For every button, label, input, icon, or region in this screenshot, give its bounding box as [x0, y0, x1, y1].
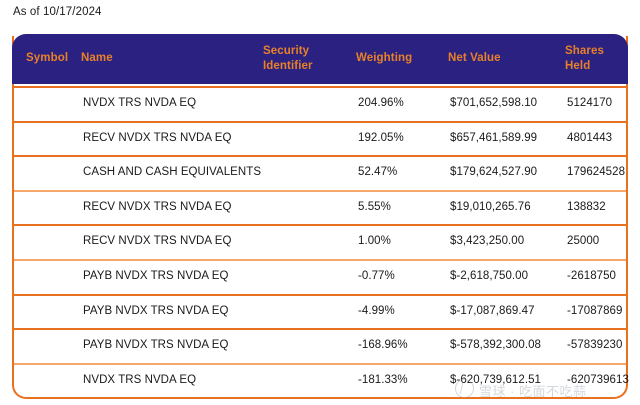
cell-weighting: -168.96%: [358, 339, 408, 352]
table-body: NVDX TRS NVDA EQ 204.96% $701,652,598.10 51…: [14, 86, 629, 398]
row-divider: [14, 258, 626, 261]
cell-net-value: $-620,739,612.51: [450, 373, 541, 386]
cell-shares-held: 5124170: [567, 97, 613, 109]
cell-name: NVDX TRS NVDA EQ: [83, 97, 197, 109]
cell-net-value: $657,461,589.99: [450, 131, 538, 144]
row-divider: [14, 293, 626, 296]
row-divider: [14, 155, 626, 158]
table-row: RECV NVDX TRS NVDA EQ 5.55% $19,010,265.76…: [14, 189, 626, 225]
cell-weighting: -181.33%: [358, 373, 408, 386]
cell-shares-held: -57839230: [567, 339, 623, 352]
cell-net-value: $-17,087,869.47: [450, 304, 535, 317]
row-divider: [14, 362, 626, 365]
cell-name: CASH AND CASH EQUIVALENTS: [83, 166, 262, 179]
cell-name: PAYB NVDX TRS NVDA EQ: [83, 339, 229, 352]
row-divider: [14, 120, 626, 123]
cell-weighting: 5.55%: [358, 200, 391, 213]
row-divider: [14, 224, 626, 227]
column-header-net-value: Net Value: [448, 52, 501, 64]
cell-net-value: $179,624,527.90: [450, 166, 538, 179]
column-header-shares-held: Shares Held: [565, 44, 625, 74]
cell-weighting: 1.00%: [358, 235, 391, 248]
column-header-symbol: Symbol: [26, 52, 69, 64]
row-divider: [14, 328, 626, 331]
column-header-security-identifier-line2: Identifier: [263, 60, 313, 72]
cell-net-value: $3,423,250.00: [450, 235, 525, 248]
cell-name: RECV NVDX TRS NVDA EQ: [83, 131, 232, 144]
table-row: NVDX TRS NVDA EQ 204.96% $701,652,598.10 51…: [14, 86, 626, 121]
holdings-table: Symbol Name Security Identifier Weightin…: [12, 34, 629, 399]
cell-name: RECV NVDX TRS NVDA EQ: [83, 235, 232, 248]
table-row: RECV NVDX TRS NVDA EQ 192.05% $657,461,589…: [14, 120, 626, 156]
cell-name: NVDX TRS NVDA EQ: [83, 373, 197, 386]
column-header-security-identifier: Security Identifier: [263, 44, 335, 74]
cell-net-value: $701,652,598.10: [450, 97, 538, 109]
cell-weighting: 192.05%: [358, 131, 404, 144]
column-header-shares-held-line1: Shares: [565, 45, 604, 57]
table-row: PAYB NVDX TRS NVDA EQ -0.77% $-2,618,750.0…: [14, 258, 626, 294]
cell-weighting: -4.99%: [358, 304, 395, 317]
table-row: CASH AND CASH EQUIVALENTS 52.47% $179,624,…: [14, 155, 626, 190]
cell-name: PAYB NVDX TRS NVDA EQ: [83, 269, 229, 282]
cell-net-value: $-2,618,750.00: [450, 269, 529, 282]
column-header-weighting: Weighting: [356, 52, 413, 64]
cell-weighting: 52.47%: [358, 166, 398, 179]
table-row: PAYB NVDX TRS NVDA EQ -4.99% $-17,087,869.…: [14, 293, 626, 329]
column-header-name: Name: [81, 52, 113, 64]
table-row: PAYB NVDX TRS NVDA EQ -168.96% $-578,392,3…: [14, 328, 626, 363]
column-header-security-identifier-line1: Security: [263, 45, 310, 57]
as-of-date-label: As of 10/17/2024: [13, 6, 102, 18]
cell-shares-held: 138832: [567, 200, 606, 213]
table-row: RECV NVDX TRS NVDA EQ 1.00% $3,423,250.00 2…: [14, 224, 626, 259]
cell-shares-held: -17087869: [567, 304, 623, 317]
cell-shares-held: 179624528: [567, 166, 626, 179]
cell-shares-held: -2618750: [567, 269, 616, 282]
row-divider: [14, 189, 626, 192]
cell-weighting: 204.96%: [358, 97, 404, 109]
cell-shares-held: -620739613: [567, 373, 629, 386]
cell-shares-held: 4801443: [567, 131, 613, 144]
table-row: NVDX TRS NVDA EQ -181.33% $-620,739,612.51…: [14, 362, 629, 398]
cell-net-value: $-578,392,300.08: [450, 339, 541, 352]
cell-weighting: -0.77%: [358, 269, 395, 282]
cell-net-value: $19,010,265.76: [450, 200, 531, 213]
cell-name: RECV NVDX TRS NVDA EQ: [83, 200, 232, 213]
cell-name: PAYB NVDX TRS NVDA EQ: [83, 304, 229, 317]
cell-shares-held: 25000: [567, 235, 600, 248]
column-header-shares-held-line2: Held: [565, 60, 591, 72]
row-divider: [14, 86, 626, 88]
table-header-row: Symbol Name Security Identifier Weightin…: [12, 34, 628, 84]
